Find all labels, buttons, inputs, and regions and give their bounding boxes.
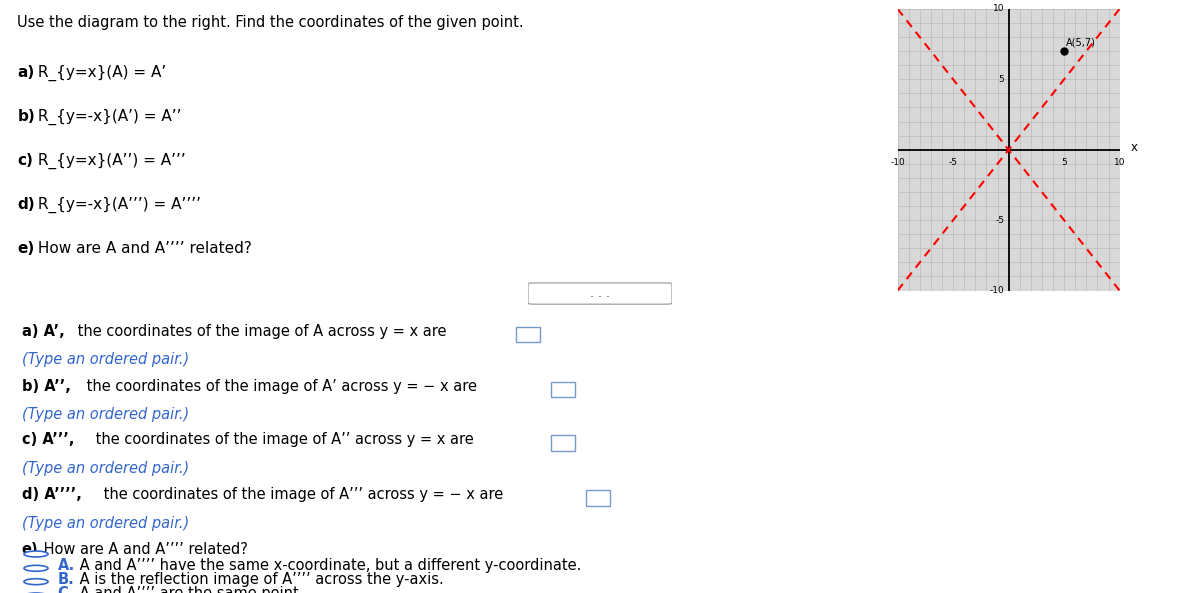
- Text: (Type an ordered pair.): (Type an ordered pair.): [22, 515, 188, 531]
- Text: A is the reflection image of A’’’’ across the y-axis.: A is the reflection image of A’’’’ acros…: [74, 572, 444, 587]
- Text: -5: -5: [995, 216, 1004, 225]
- Circle shape: [24, 579, 48, 585]
- Text: b): b): [17, 109, 35, 123]
- Text: c): c): [17, 152, 34, 168]
- Text: (Type an ordered pair.): (Type an ordered pair.): [22, 461, 188, 476]
- Text: d) A’’’’,: d) A’’’’,: [22, 487, 82, 502]
- Bar: [551, 382, 575, 397]
- Text: e): e): [22, 543, 38, 557]
- Text: (Type an ordered pair.): (Type an ordered pair.): [22, 352, 188, 367]
- Text: x: x: [1130, 141, 1138, 154]
- Text: d): d): [17, 197, 35, 212]
- Text: C.: C.: [58, 585, 74, 593]
- Bar: [586, 490, 610, 506]
- Bar: [516, 327, 540, 342]
- Text: the coordinates of the image of A’ across y = − x are: the coordinates of the image of A’ acros…: [82, 379, 478, 394]
- Text: -10: -10: [890, 158, 905, 167]
- Bar: [551, 435, 575, 451]
- Text: c) A’’’,: c) A’’’,: [22, 432, 74, 447]
- Text: a) A’,: a) A’,: [22, 324, 65, 339]
- Text: 5: 5: [998, 75, 1004, 84]
- Text: R_{y=-x}(A’) = A’’: R_{y=-x}(A’) = A’’: [32, 109, 181, 125]
- Text: a): a): [17, 65, 35, 79]
- Text: the coordinates of the image of A’’ across y = x are: the coordinates of the image of A’’ acro…: [91, 432, 474, 447]
- Circle shape: [24, 565, 48, 571]
- Text: 10: 10: [992, 4, 1004, 14]
- Text: 10: 10: [1114, 158, 1126, 167]
- Circle shape: [24, 551, 48, 557]
- Text: -10: -10: [990, 286, 1004, 295]
- Text: R_{y=x}(A) = A’: R_{y=x}(A) = A’: [32, 65, 166, 81]
- Text: R_{y=-x}(A’’’) = A’’’’: R_{y=-x}(A’’’) = A’’’’: [32, 197, 200, 213]
- Text: Use the diagram to the right. Find the coordinates of the given point.: Use the diagram to the right. Find the c…: [17, 15, 524, 30]
- Text: R_{y=x}(A’’) = A’’’: R_{y=x}(A’’) = A’’’: [32, 152, 186, 169]
- FancyBboxPatch shape: [528, 283, 672, 304]
- Text: b) A’’,: b) A’’,: [22, 379, 71, 394]
- Text: (Type an ordered pair.): (Type an ordered pair.): [22, 407, 188, 422]
- Text: A and A’’’’ have the same x-coordinate, but a different y-coordinate.: A and A’’’’ have the same x-coordinate, …: [74, 558, 581, 573]
- Text: How are A and A’’’’ related?: How are A and A’’’’ related?: [32, 241, 252, 256]
- Text: B.: B.: [58, 572, 74, 587]
- Text: A(5,7): A(5,7): [1066, 37, 1096, 47]
- Text: the coordinates of the image of A across y = x are: the coordinates of the image of A across…: [73, 324, 446, 339]
- Text: A and A’’’’ are the same point.: A and A’’’’ are the same point.: [74, 585, 304, 593]
- Text: How are A and A’’’’ related?: How are A and A’’’’ related?: [38, 543, 247, 557]
- Text: . . .: . . .: [590, 287, 610, 300]
- Text: -5: -5: [949, 158, 958, 167]
- Text: e): e): [17, 241, 35, 256]
- Text: 5: 5: [1061, 158, 1067, 167]
- Text: the coordinates of the image of A’’’ across y = − x are: the coordinates of the image of A’’’ acr…: [100, 487, 504, 502]
- Text: A.: A.: [58, 558, 74, 573]
